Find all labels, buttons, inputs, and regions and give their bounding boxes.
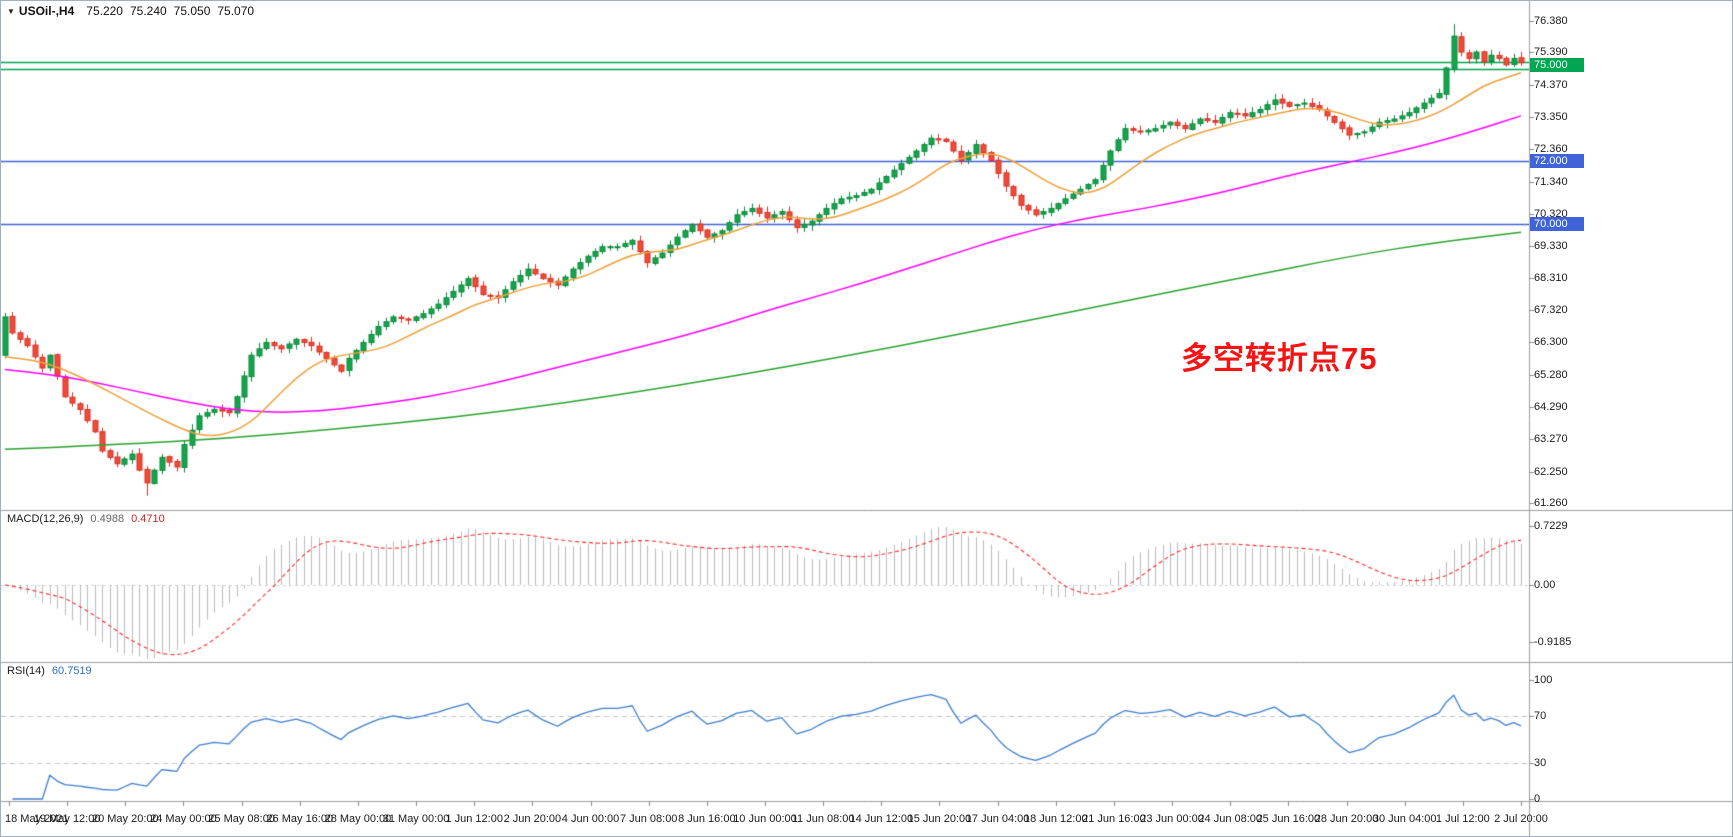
rsi-axis-label: 0 bbox=[1534, 793, 1541, 805]
time-axis-label: 24 May 00:00 bbox=[150, 813, 217, 825]
rsi-axis-label: 30 bbox=[1534, 757, 1547, 770]
time-axis-label: 15 Jun 20:00 bbox=[907, 813, 972, 825]
ohlc-close: 75.070 bbox=[217, 4, 255, 18]
price-axis-label: 62.250 bbox=[1534, 465, 1568, 478]
symbol-marker-icon: ▼ bbox=[7, 6, 15, 16]
time-axis-label: 25 May 08:00 bbox=[208, 813, 275, 825]
rsi-value: 60.7519 bbox=[51, 665, 92, 677]
time-axis-label: 19 May 12:00 bbox=[33, 813, 101, 825]
rsi-axis-label: 100 bbox=[1534, 674, 1553, 686]
time-axis-label: 31 May 00:00 bbox=[382, 813, 450, 825]
rsi-name: RSI(14) bbox=[7, 665, 45, 677]
time-axis-label: 10 Jun 00:00 bbox=[733, 813, 797, 825]
rsi-indicator-label: RSI(14) 60.7519 bbox=[7, 665, 92, 677]
price-level-badge: 72.000 bbox=[1530, 153, 1584, 168]
macd-name: MACD(12,26,9) bbox=[7, 513, 84, 525]
price-axis-label: 68.310 bbox=[1534, 272, 1568, 285]
time-axis-label: 17 Jun 04:00 bbox=[965, 813, 1030, 825]
price-level-badge: 75.000 bbox=[1530, 57, 1584, 72]
price-axis-label: 74.370 bbox=[1534, 78, 1568, 91]
macd-main-value: 0.4988 bbox=[90, 513, 125, 525]
symbol-info-bar: ▼ USOil-,H4 75.220 75.240 75.050 75.070 bbox=[7, 4, 261, 18]
chart-annotation-text: 多空转折点75 bbox=[1181, 340, 1378, 376]
price-level-badge: 70.000 bbox=[1530, 217, 1584, 232]
macd-axis-label: -0.9185 bbox=[1534, 636, 1572, 649]
price-axis-label: 70.320 bbox=[1534, 208, 1568, 221]
time-axis-label: 28 Jun 20:00 bbox=[1314, 813, 1379, 825]
price-axis-label: 67.320 bbox=[1534, 303, 1568, 316]
time-axis-label: 24 Jun 08:00 bbox=[1198, 813, 1263, 825]
time-axis-label: 7 Jun 08:00 bbox=[619, 813, 678, 825]
time-axis-label: 2 Jun 20:00 bbox=[503, 813, 562, 825]
time-axis-label: 4 Jun 00:00 bbox=[561, 813, 620, 825]
time-axis-label: 30 Jun 04:00 bbox=[1372, 813, 1437, 825]
macd-axis-label: 0.00 bbox=[1534, 579, 1556, 591]
rsi-axis-label: 70 bbox=[1534, 709, 1547, 722]
price-axis-label: 72.360 bbox=[1534, 143, 1568, 156]
price-axis-label: 64.290 bbox=[1534, 400, 1568, 413]
macd-indicator-label: MACD(12,26,9) 0.4988 0.4710 bbox=[7, 513, 165, 525]
time-axis-label: 18 Jun 12:00 bbox=[1023, 813, 1088, 825]
time-axis-label: 23 Jun 00:00 bbox=[1140, 813, 1204, 825]
time-axis-label: 25 Jun 16:00 bbox=[1256, 813, 1321, 825]
price-axis-label: 61.260 bbox=[1534, 497, 1568, 510]
time-axis-label: 21 Jun 16:00 bbox=[1082, 813, 1146, 825]
time-axis-label: 1 Jul 12:00 bbox=[1435, 813, 1490, 825]
time-axis-label: 8 Jun 16:00 bbox=[678, 813, 736, 825]
time-axis-label: 28 May 00:00 bbox=[324, 813, 392, 825]
time-axis-label: 18 May 2021 bbox=[5, 813, 69, 825]
price-axis-label: 63.270 bbox=[1534, 433, 1568, 446]
time-axis-label: 14 Jun 12:00 bbox=[849, 813, 914, 825]
price-axis-label: 71.340 bbox=[1534, 175, 1568, 188]
time-axis-label: 11 Jun 08:00 bbox=[791, 813, 855, 825]
ohlc-high: 75.240 bbox=[129, 4, 167, 18]
price-axis-label: 75.390 bbox=[1534, 46, 1568, 59]
time-axis-label: 26 May 16:00 bbox=[266, 813, 334, 825]
time-axis-label: 2 Jul 20:00 bbox=[1494, 813, 1548, 825]
price-axis-label: 66.300 bbox=[1534, 336, 1568, 349]
symbol-name: USOil-,H4 bbox=[18, 4, 75, 18]
macd-axis-label: 0.7229 bbox=[1534, 519, 1568, 532]
macd-signal-value: 0.4710 bbox=[131, 513, 165, 525]
price-axis-label: 69.330 bbox=[1534, 239, 1568, 252]
price-axis-label: 73.350 bbox=[1534, 111, 1568, 124]
ohlc-open: 75.220 bbox=[86, 4, 123, 18]
time-axis-label: 1 Jun 12:00 bbox=[445, 813, 503, 825]
time-axis-label: 20 May 20:00 bbox=[91, 813, 159, 825]
price-axis-label: 65.280 bbox=[1534, 369, 1568, 381]
price-axis-label: 76.380 bbox=[1534, 14, 1568, 27]
ohlc-low: 75.050 bbox=[173, 4, 211, 18]
